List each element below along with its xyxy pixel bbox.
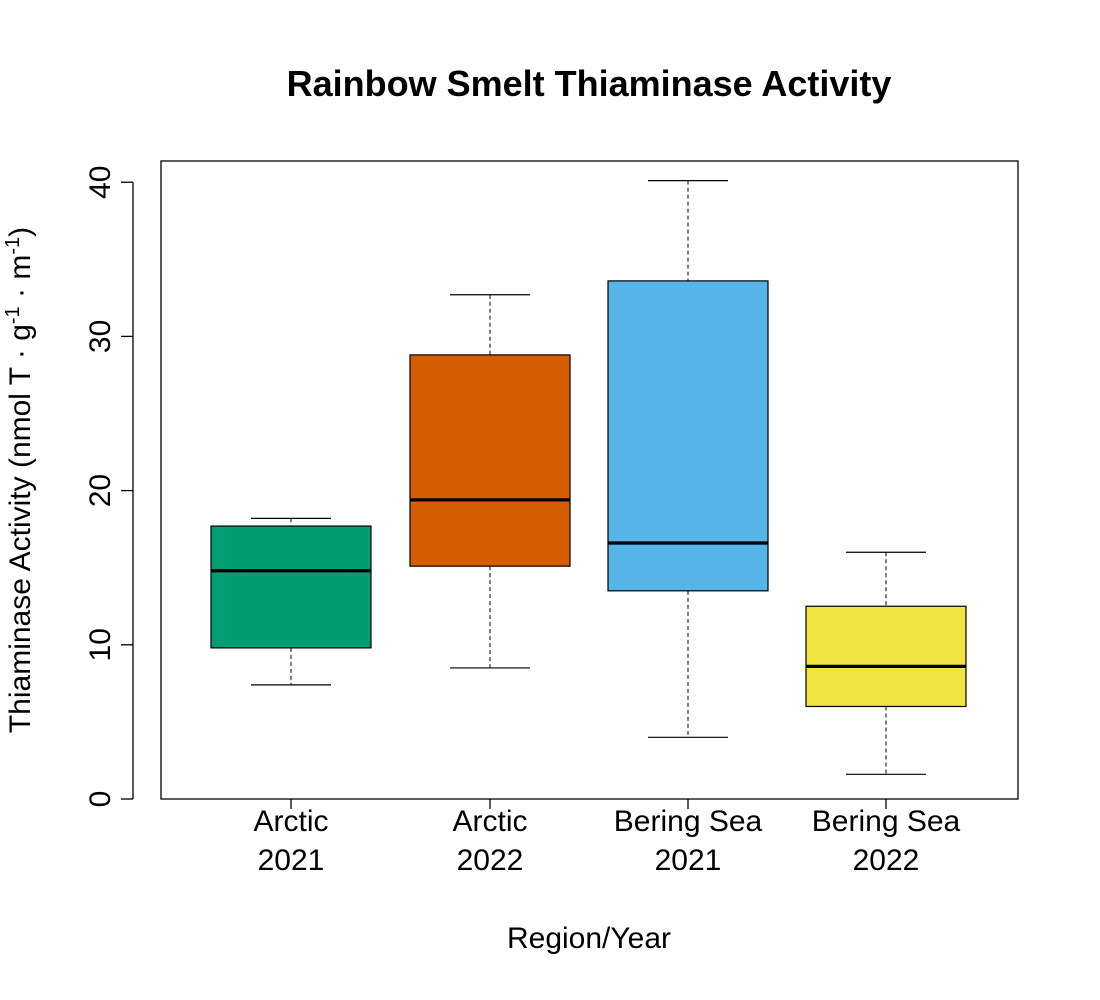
x-tick-label-line2: 2022 [853,844,920,877]
y-tick-label: 40 [84,166,117,199]
box-1 [210,517,372,686]
box-iqr [805,605,967,708]
y-tick-label: 10 [84,628,117,661]
box-iqr [409,354,571,567]
y-axis-label-sup2: -1 [2,237,24,255]
box-iqr [210,525,372,649]
x-tick-label-line1: Bering Sea [812,805,961,838]
box-iqr [607,280,769,592]
y-axis-label: Thiaminase Activity (nmol T · g-1 · m-1) [2,227,37,733]
x-tick-label-line1: Arctic [453,805,528,838]
y-axis-label-sup1: -1 [2,306,24,324]
plot-frame [160,160,1019,800]
y-axis-label-suffix: ) [4,227,37,237]
chart-title: Rainbow Smelt Thiaminase Activity [287,63,892,104]
y-axis-label-middle: · m [4,255,37,307]
x-tick-label-line1: Arctic [254,805,329,838]
x-tick-label-line2: 2022 [457,844,524,877]
y-axis: 0 10 20 30 40 [84,166,134,808]
y-tick-label: 30 [84,320,117,353]
x-tick-label-line2: 2021 [258,844,325,877]
box-3 [607,180,769,738]
y-tick-label: 20 [84,474,117,507]
x-tick-label-line1: Bering Sea [614,805,763,838]
box-4 [805,551,967,775]
x-axis-labels: Arctic 2021 Arctic 2022 Bering Sea 2021 Bering… [254,799,961,877]
x-tick-label-line2: 2021 [655,844,722,877]
box-2 [409,294,571,669]
box-group [210,180,967,775]
y-tick-label: 0 [84,791,117,808]
x-axis-label: Region/Year [507,922,671,955]
y-axis-label-prefix: Thiaminase Activity (nmol T · g [4,324,37,733]
